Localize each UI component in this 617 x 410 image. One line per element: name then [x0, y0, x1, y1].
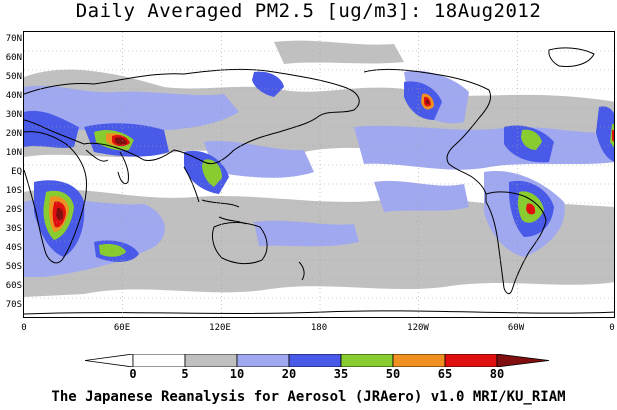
- colorbar-seg-35-50: [340, 354, 394, 367]
- lat-label-10s: 10S: [5, 186, 22, 196]
- colorbar-label-0: 0: [129, 367, 137, 381]
- lon-label-60e: 60E: [113, 323, 131, 333]
- lon-label-180: 180: [310, 323, 328, 333]
- lon-label-120e: 120E: [209, 323, 231, 333]
- lat-label-10n: 10N: [5, 148, 22, 158]
- colorbar-label-50: 50: [385, 367, 401, 381]
- colorbar-label-20: 20: [281, 367, 297, 381]
- lon-label-60w: 60W: [507, 323, 525, 333]
- lon-label-120w: 120W: [407, 323, 429, 333]
- lat-label-20n: 20N: [5, 129, 22, 139]
- colorbar-seg-5-10: [184, 354, 238, 367]
- map-title: Daily Averaged PM2.5 [ug/m3]: 18Aug2012: [75, 0, 542, 22]
- lon-label-0-left: 0: [21, 323, 27, 333]
- map-panel: [23, 31, 615, 318]
- pm25-map: [24, 32, 614, 317]
- colorbar-label-5: 5: [181, 367, 189, 381]
- graticule: [24, 32, 614, 317]
- lat-label-50s: 50S: [5, 262, 22, 272]
- credit-line: The Japanese Reanalysis for Aerosol (JRA…: [51, 389, 566, 405]
- lat-label-60n: 60N: [5, 53, 22, 63]
- lat-label-20s: 20S: [5, 205, 22, 215]
- colorbar-label-35: 35: [333, 367, 349, 381]
- lat-label-50n: 50N: [5, 72, 22, 82]
- colorbar-arrow-low: [85, 354, 134, 367]
- colorbar-seg-10-20: [236, 354, 290, 367]
- pm25-band-above-80: [56, 99, 430, 221]
- colorbar-arrow-high: [496, 354, 550, 367]
- lat-label-60s: 60S: [5, 281, 22, 291]
- lat-label-40s: 40S: [5, 243, 22, 253]
- lon-label-0-right: 0: [609, 323, 615, 333]
- colorbar-label-80: 80: [489, 367, 505, 381]
- lat-label-70n: 70N: [5, 34, 22, 44]
- lat-label-30n: 30N: [5, 110, 22, 120]
- lat-label-40n: 40N: [5, 91, 22, 101]
- lat-label-eq: EQ: [11, 167, 22, 177]
- colorbar-seg-20-35: [288, 354, 342, 367]
- lat-label-30s: 30S: [5, 224, 22, 234]
- colorbar-seg-50-65: [392, 354, 446, 367]
- colorbar-label-65: 65: [437, 367, 453, 381]
- colorbar-label-10: 10: [229, 367, 245, 381]
- colorbar: [85, 354, 550, 367]
- colorbar-seg-65-80: [444, 354, 498, 367]
- lat-label-70s: 70S: [5, 300, 22, 310]
- colorbar-seg-0-5: [132, 354, 186, 367]
